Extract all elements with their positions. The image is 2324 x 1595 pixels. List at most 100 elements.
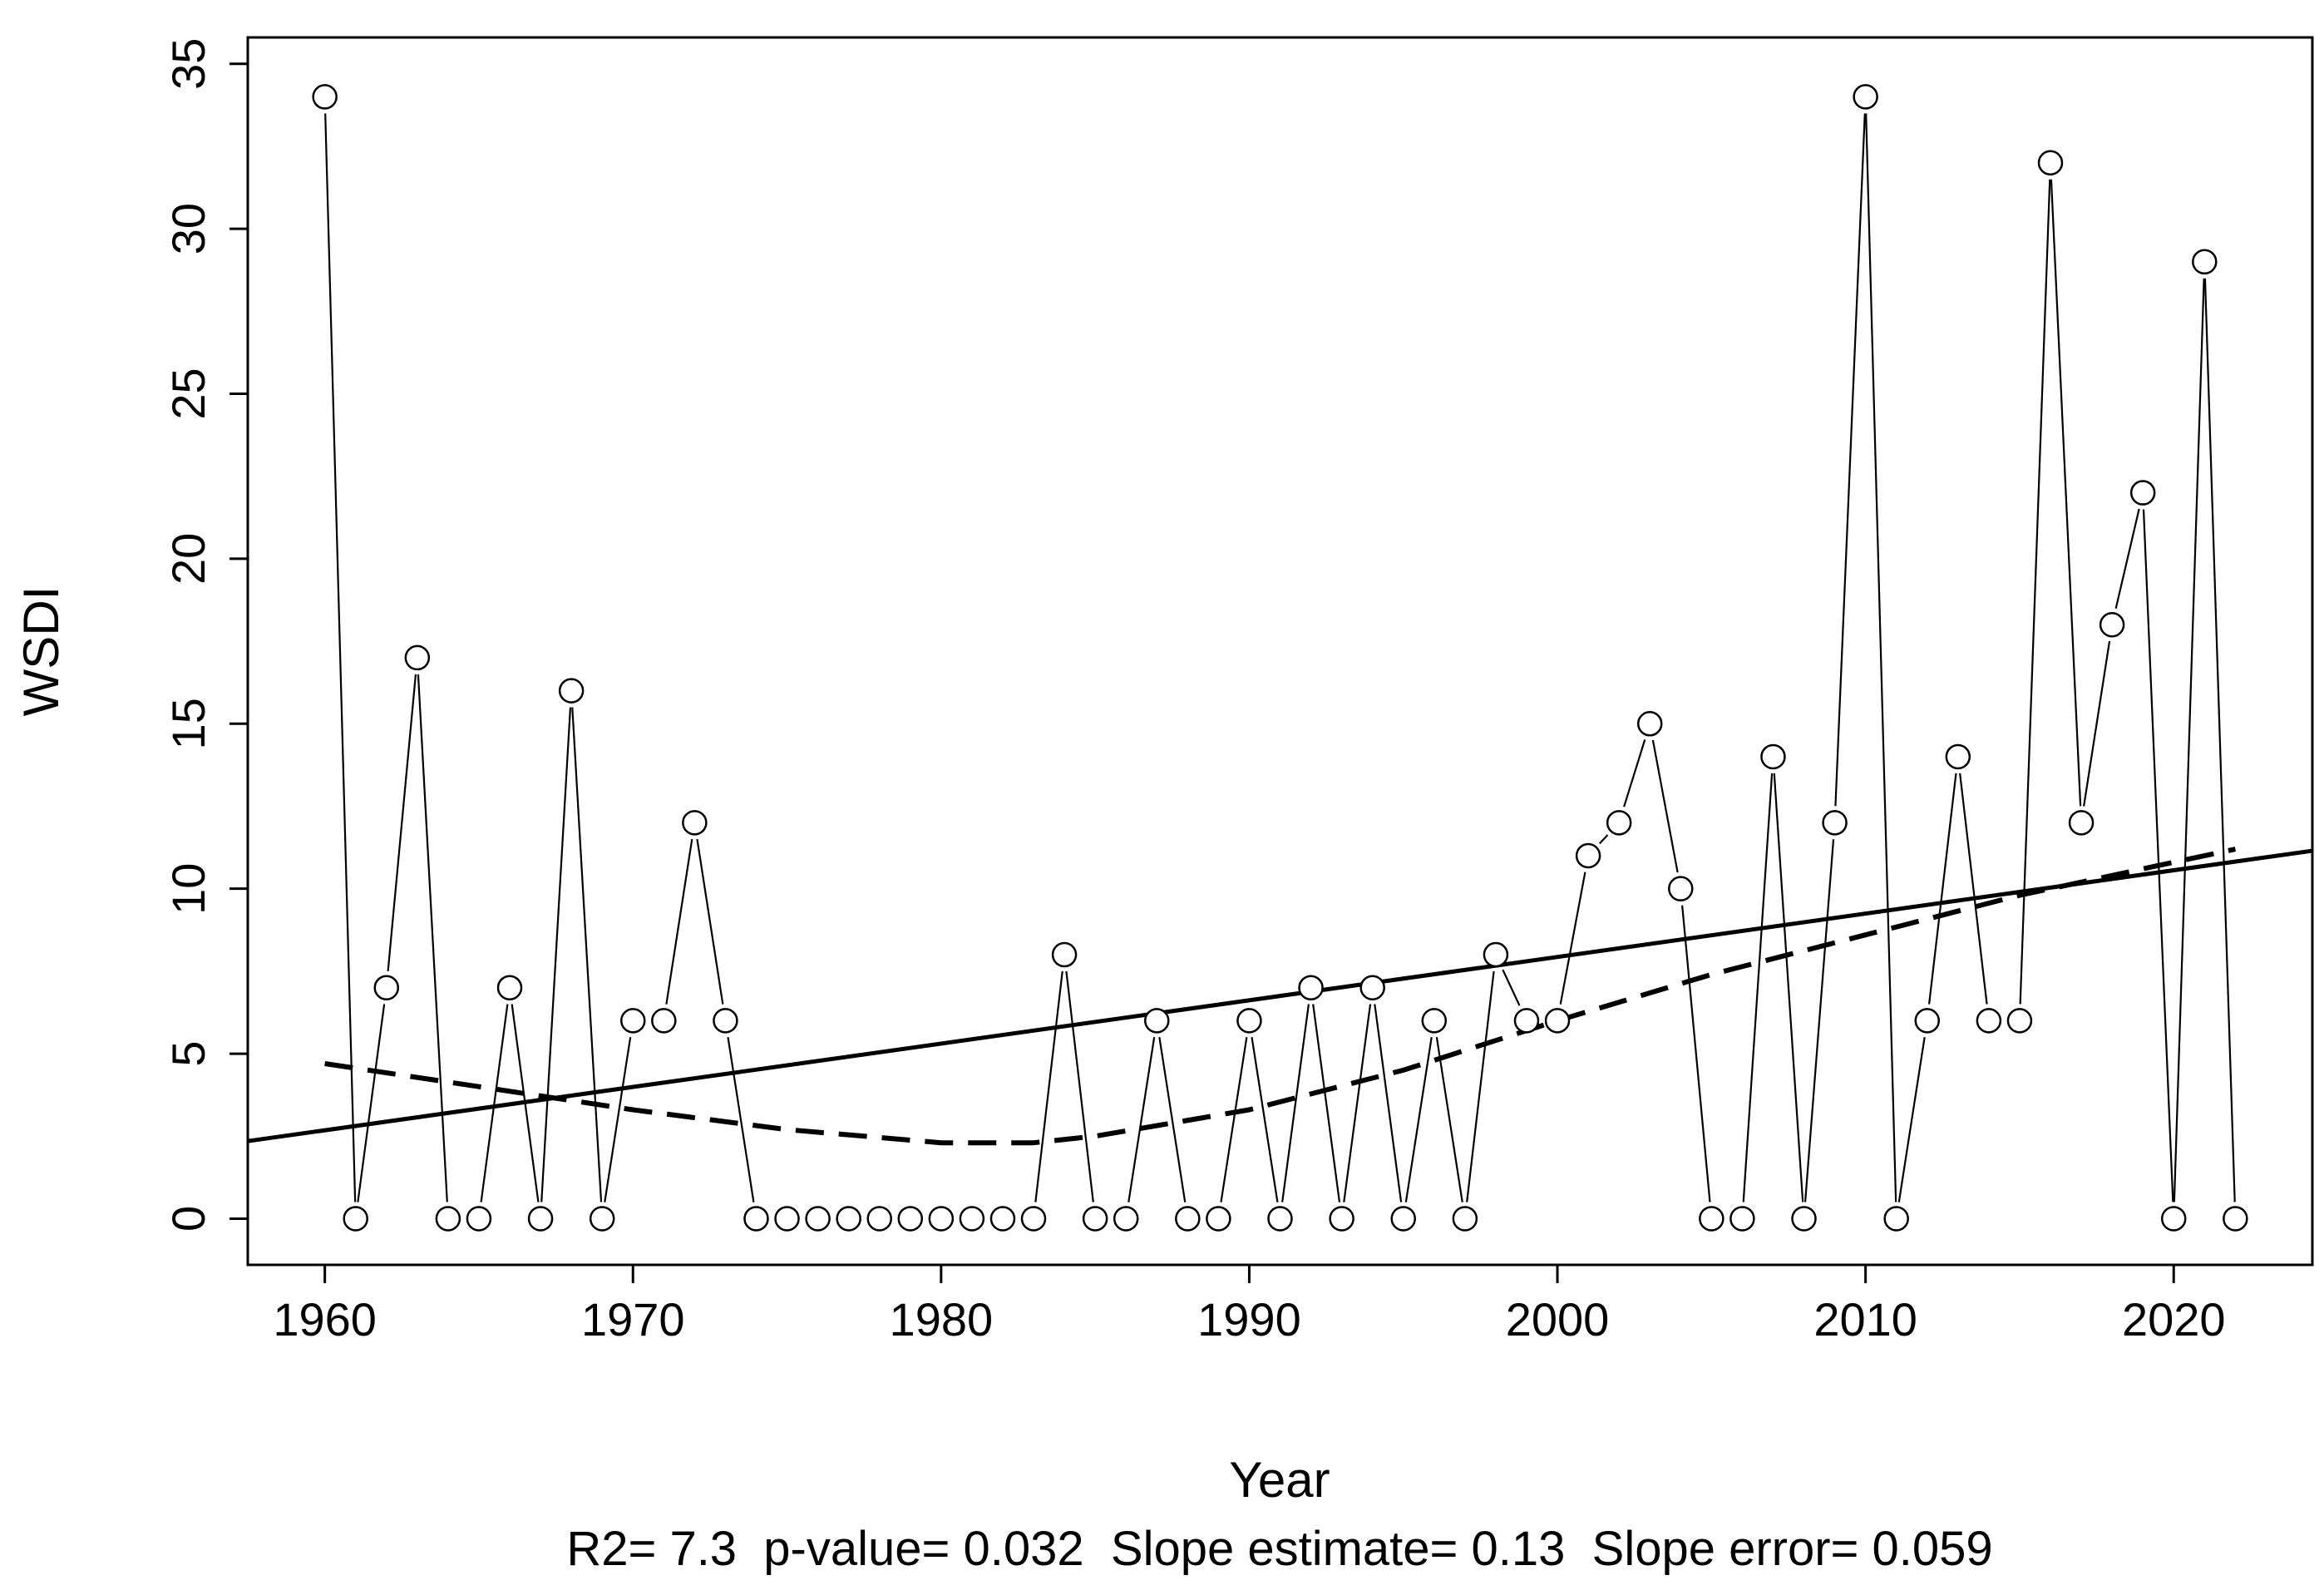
data-point [989,1206,1016,1232]
data-point [1976,1008,2002,1034]
series-segment [1251,1036,1279,1202]
series-segment [1742,773,1774,1202]
series-segment [1065,970,1094,1202]
data-point [1513,1008,1540,1034]
data-point [743,1206,769,1232]
series-segment [1651,739,1679,873]
series-segment [1343,1004,1372,1202]
data-point [2068,810,2095,836]
x-tick-label: 1980 [890,1293,994,1346]
series-segment [1865,113,1897,1202]
data-point [2129,480,2156,506]
data-point [1668,876,1694,901]
data-point [1236,1008,1262,1034]
data-point [496,975,523,1000]
series-segment [2142,509,2174,1202]
x-axis-title: Year [1229,1452,1330,1508]
series-segment [727,1036,755,1202]
data-point [1606,810,1632,836]
data-point [651,1008,677,1034]
data-point [558,678,585,704]
data-point [1636,711,1663,737]
data-point [1329,1206,1354,1232]
data-point [1421,1008,1448,1034]
y-tick-label: 0 [162,1206,215,1232]
x-tick-label: 2020 [2122,1293,2226,1346]
x-axis: 1960 1970 1980 1990 2000 2010 2020 [273,1265,2226,1346]
data-point [404,644,431,671]
series-segment [1897,1036,1926,1202]
y-axis-title: WSDI [13,586,69,717]
data-point [1699,1206,1724,1232]
series-segment [480,1004,509,1202]
series-segment [1127,1036,1156,1202]
y-tick-label: 20 [162,533,215,585]
data-point [1082,1206,1108,1232]
series-segment [1312,1004,1341,1202]
data-point [343,1206,368,1232]
data-point [1483,941,1509,968]
data-point [713,1008,738,1034]
data-point [466,1206,492,1232]
series-segment [1502,969,1521,1006]
data-point [866,1206,892,1232]
y-tick-label: 35 [162,38,215,90]
data-point [959,1206,985,1232]
data-point [1945,743,1971,770]
y-tick-label: 10 [162,863,215,915]
y-tick-label: 25 [162,368,215,419]
series-segment [1220,1036,1248,1202]
data-point [1144,1008,1170,1034]
stats-line: R2= 7.3 p-value= 0.032 Slope estimate= 0… [566,1522,1992,1576]
data-point [2006,1008,2033,1034]
data-point [774,1206,800,1232]
y-tick-label: 5 [162,1040,215,1066]
series-segment [2203,278,2236,1202]
series-segment [1681,905,1711,1202]
data-point [1175,1206,1201,1232]
smoothed-trend-line [324,847,2237,1146]
data-point [1452,1206,1478,1232]
x-tick-label: 2010 [1813,1293,1917,1346]
plot-frame [246,36,2314,1267]
series-segment [417,674,448,1202]
data-point [1390,1206,1416,1232]
series-segment [2050,179,2082,807]
data-point [2099,612,2125,638]
data-point [1298,975,1324,1000]
x-tick-label: 1970 [581,1293,685,1346]
data-point [1267,1206,1293,1232]
y-tick-label: 30 [162,203,215,254]
series-segment [1773,773,1804,1202]
data-point [1760,743,1786,770]
data-point [897,1206,924,1232]
data-point [1883,1206,1909,1232]
data-point [312,84,338,110]
series-segment [1623,739,1646,807]
data-point [1729,1206,1755,1232]
series-segment [540,707,572,1202]
series-segment [1927,773,1957,1005]
data-point [1544,1008,1571,1034]
data-point [1822,810,1848,836]
series-segment [1034,970,1063,1202]
series-segment [1559,872,1586,1005]
x-tick-label: 1990 [1197,1293,1301,1346]
data-point [2037,150,2064,176]
data-point [373,975,400,1000]
data-point [928,1206,955,1232]
series-segment [1158,1036,1187,1202]
series-segment [1803,839,1835,1202]
series-segment [604,1036,632,1202]
data-point [2160,1206,2187,1232]
data-point [836,1206,861,1232]
data-point [527,1206,554,1232]
data-point [2223,1206,2248,1232]
series-segment [1598,834,1609,845]
y-axis: 0 5 10 15 20 25 30 35 [162,38,248,1232]
series-segment [696,838,724,1005]
data-point [1113,1206,1139,1232]
data-point [1914,1008,1941,1034]
series-segment [357,1004,386,1202]
data-point [1206,1206,1231,1232]
